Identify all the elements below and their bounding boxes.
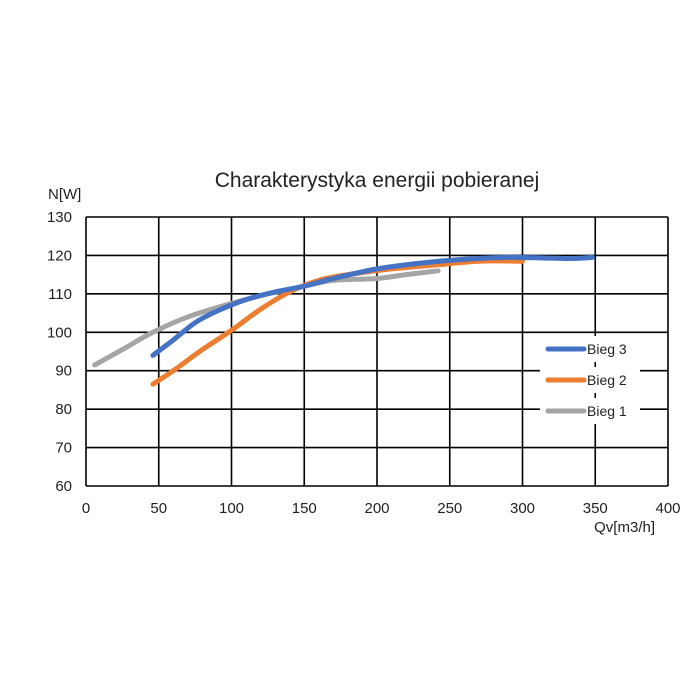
y-tick-label-0: 60 — [55, 478, 72, 495]
y-tick-label-6: 120 — [47, 247, 72, 264]
y-tick-label-3: 90 — [55, 363, 72, 380]
y-tick-label-2: 80 — [55, 401, 72, 418]
series-line-1 — [150, 254, 595, 358]
y-tick-label-5: 110 — [48, 286, 72, 303]
series-line-3 — [92, 268, 441, 368]
x-tick-label-2: 100 — [219, 500, 244, 517]
x-tick-label-8: 400 — [655, 500, 680, 517]
x-tick-label-6: 300 — [510, 500, 535, 517]
x-tick-label-1: 50 — [150, 500, 167, 517]
legend-label-2: Bieg 2 — [587, 372, 627, 388]
chart-title: Charakterystyka energii pobieranej — [215, 169, 540, 192]
x-tick-label-4: 200 — [364, 500, 389, 517]
y-tick-label-4: 100 — [47, 324, 72, 341]
series-lines — [92, 254, 595, 387]
x-tick-label-5: 250 — [437, 500, 462, 517]
y-tick-label-1: 70 — [55, 440, 72, 457]
y-tick-label-7: 130 — [47, 209, 72, 226]
x-axis-title: Qv[m3/h] — [594, 519, 655, 536]
legend-label-3: Bieg 1 — [587, 403, 627, 419]
x-tick-label-0: 0 — [82, 500, 90, 517]
legend-label-1: Bieg 3 — [587, 341, 627, 357]
x-tick-label-3: 150 — [292, 500, 317, 517]
x-tick-label-7: 350 — [583, 500, 608, 517]
y-axis-title: N[W] — [48, 186, 81, 203]
y-tick-labels: 60 70 80 90 100 110 120 130 — [47, 209, 72, 495]
legend: Bieg 3 Bieg 2 Bieg 1 — [540, 336, 640, 424]
x-tick-labels: 0 50 100 150 200 250 300 350 400 — [82, 500, 681, 517]
